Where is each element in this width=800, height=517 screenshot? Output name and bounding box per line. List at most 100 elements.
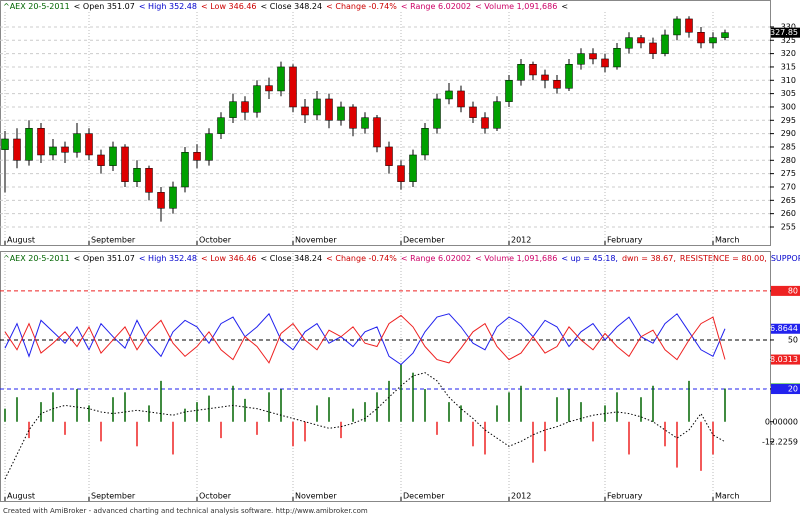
candle-body [301, 106, 309, 116]
header: ^AEX 20-5-2011 < Open 351.07 < High 352.48… [3, 2, 568, 11]
candle [325, 93, 333, 129]
x-tick-label: February [607, 236, 643, 245]
candle-body [1, 138, 9, 150]
y-tick-label: -12.2259 [762, 437, 798, 446]
header-item: < Low 346.46 [201, 254, 257, 263]
y-tick-label: 300 [781, 102, 796, 111]
candle-body [589, 53, 597, 60]
candle-body [265, 85, 273, 92]
price-pane [0, 0, 771, 246]
y-tick-label: 285 [781, 142, 796, 151]
header-item: < Close 348.24 [261, 254, 323, 263]
candle [373, 114, 381, 153]
candle [397, 160, 405, 190]
y-tick-box [771, 384, 800, 395]
x-tick-label: October [199, 492, 232, 501]
candle-body [229, 101, 237, 118]
y-tick-label: 320 [781, 49, 796, 58]
last-price-label: 327.85 [770, 28, 798, 37]
y-tick-label: 305 [781, 89, 796, 98]
candle-body [397, 165, 405, 182]
header-item: < Volume 1,091,686 [475, 2, 557, 11]
y-tick-label: 270 [781, 182, 796, 191]
header-item: SUPPORT = 20.00, [771, 254, 800, 263]
candle-body [145, 168, 153, 193]
candle [229, 93, 237, 123]
x-tick-label: March [715, 236, 739, 245]
candle [313, 90, 321, 121]
candle-body [217, 117, 225, 134]
candle [481, 112, 489, 134]
candle [193, 144, 201, 169]
candle [433, 93, 441, 134]
candle [97, 149, 105, 174]
candle [589, 48, 597, 65]
x-tick-label: November [295, 236, 337, 245]
candle [505, 74, 513, 107]
signal-line [4, 372, 726, 480]
candle [565, 58, 573, 91]
candle-body [541, 74, 549, 81]
y-tick-label: 275 [781, 169, 796, 178]
candle-body [625, 37, 633, 49]
candle [37, 122, 45, 163]
x-tick-label: December [403, 236, 445, 245]
candle [1, 130, 9, 193]
candle [133, 160, 141, 187]
y-tick-label: 56.8644 [765, 324, 798, 333]
candle-body [349, 106, 357, 129]
candle [661, 29, 669, 57]
candle-body [553, 80, 561, 89]
y-tick-box [771, 285, 800, 296]
candle-body [73, 133, 81, 153]
x-tick-label: September [91, 236, 136, 245]
y-tick-label: 265 [781, 196, 796, 205]
series-line [4, 312, 726, 366]
header-item: < up = 45.18, [561, 254, 618, 263]
candle-body [493, 101, 501, 129]
y-tick-label: 38.0313 [765, 355, 798, 364]
candle [109, 141, 117, 171]
y-tick-box [771, 354, 800, 365]
candle [253, 80, 261, 118]
candle [541, 69, 549, 89]
candle-body [565, 64, 573, 89]
candle [49, 138, 57, 161]
candle [469, 101, 477, 123]
candle-body [121, 146, 129, 182]
x-tick-label: August [7, 236, 35, 245]
candle [217, 112, 225, 139]
candle-body [409, 154, 417, 182]
candle-body [481, 117, 489, 129]
candle [157, 186, 165, 222]
candle [721, 29, 729, 41]
header-item: dwn = 38.67, [622, 254, 676, 263]
candle-body [433, 98, 441, 129]
candle-body [325, 98, 333, 121]
candle [697, 26, 705, 49]
y-tick-label: 20 [788, 385, 798, 394]
candle [649, 37, 657, 59]
header-item: < Change -0.74% [326, 2, 397, 11]
candle [625, 32, 633, 54]
header-item: < Low 346.46 [201, 2, 257, 11]
header-item: < Open 351.07 [74, 254, 135, 263]
candle-body [25, 128, 33, 161]
candle [673, 16, 681, 41]
candle-body [673, 18, 681, 36]
candle-body [241, 101, 249, 113]
footer: Created with AmiBroker - advanced charti… [3, 507, 368, 515]
header-item: ^AEX 20-5-2011 [3, 2, 70, 11]
candle-body [205, 133, 213, 161]
candle-body [697, 32, 705, 44]
candle [553, 74, 561, 94]
header-item: ^AEX 20-5-2011 [3, 254, 70, 263]
candle [169, 181, 177, 214]
y-tick-label: 295 [781, 116, 796, 125]
header-item: RESISTENCE = 80.00, [680, 254, 767, 263]
candle-body [61, 146, 69, 153]
candle [145, 165, 153, 201]
candle [25, 120, 33, 166]
y-tick-label: 0.00000 [765, 417, 798, 426]
series-line [4, 314, 726, 364]
